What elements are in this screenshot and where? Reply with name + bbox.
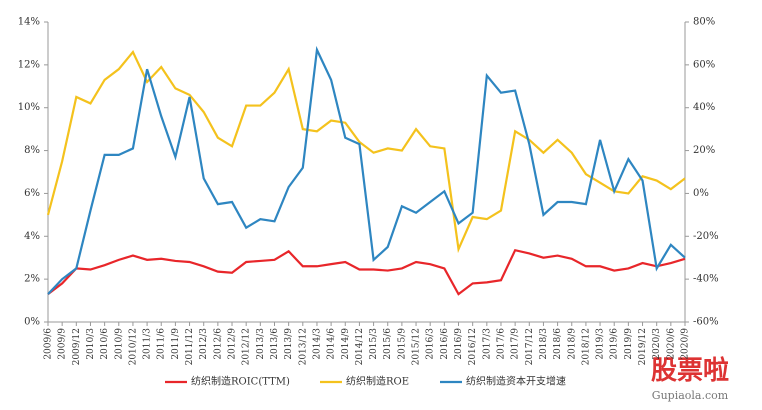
y2-tick-label: 20% xyxy=(693,145,715,156)
x-tick-label: 2019/9 xyxy=(624,328,634,360)
legend-label: 纺织制造资本开支增速 xyxy=(466,375,566,388)
x-tick-label: 2018/3 xyxy=(539,328,549,360)
y-tick-label: 0% xyxy=(24,317,40,328)
watermark: 股票啦 xyxy=(651,355,729,386)
x-tick-label: 2010/9 xyxy=(114,328,124,360)
x-tick-label: 2018/12 xyxy=(581,328,591,365)
x-tick-label: 2013/6 xyxy=(270,328,280,360)
x-tick-label: 2011/9 xyxy=(171,328,181,360)
x-tick-label: 2010/12 xyxy=(128,328,138,365)
series-line xyxy=(47,248,686,296)
x-tick-label: 2012/6 xyxy=(213,328,223,360)
x-tick-label: 2018/6 xyxy=(553,328,563,360)
y2-tick-label: -60% xyxy=(693,317,719,328)
y2-tick-label: -20% xyxy=(693,231,719,242)
x-tick-label: 2019/6 xyxy=(610,328,620,360)
x-tick-label: 2012/9 xyxy=(228,328,238,360)
y2-tick-label: 40% xyxy=(693,102,715,113)
y-tick-label: 2% xyxy=(24,274,40,285)
x-tick-label: 2017/3 xyxy=(482,328,492,360)
x-tick-label: 2016/12 xyxy=(468,328,478,365)
x-tick-label: 2014/9 xyxy=(341,328,351,360)
series-line xyxy=(46,49,686,254)
x-tick-label: 2014/12 xyxy=(355,328,365,365)
x-tick-label: 2010/6 xyxy=(100,328,110,360)
x-tick-label: 2019/3 xyxy=(596,328,606,360)
y-tick-label: 10% xyxy=(18,102,40,113)
x-tick-label: 2015/12 xyxy=(412,328,422,365)
x-tick-label: 2011/6 xyxy=(157,328,167,360)
x-tick-label: 2015/3 xyxy=(369,328,379,360)
x-tick-label: 2013/9 xyxy=(284,328,294,360)
x-tick-label: 2017/12 xyxy=(525,328,535,365)
x-tick-label: 2014/3 xyxy=(312,328,322,360)
x-tick-label: 2014/6 xyxy=(327,328,337,360)
x-tick-label: 2015/9 xyxy=(397,328,407,360)
x-tick-label: 2016/9 xyxy=(454,328,464,360)
x-tick-label: 2009/6 xyxy=(44,328,54,360)
x-tick-label: 2012/12 xyxy=(242,328,252,365)
x-tick-label: 2020/9 xyxy=(681,328,691,360)
x-tick-label: 2017/6 xyxy=(496,328,506,360)
x-tick-label: 2009/9 xyxy=(58,328,68,360)
x-tick-label: 2018/9 xyxy=(567,328,577,360)
y-tick-label: 6% xyxy=(24,188,40,199)
x-tick-label: 2010/3 xyxy=(86,328,96,360)
x-tick-label: 2012/3 xyxy=(199,328,209,360)
y-tick-label: 4% xyxy=(24,231,40,242)
y2-tick-label: 80% xyxy=(693,17,715,28)
x-tick-label: 2019/12 xyxy=(638,328,648,365)
x-tick-label: 2013/12 xyxy=(298,328,308,365)
x-tick-label: 2009/12 xyxy=(72,328,82,365)
legend-label: 纺织制造ROE xyxy=(346,375,409,388)
y-tick-label: 12% xyxy=(18,59,40,70)
x-tick-label: 2015/6 xyxy=(383,328,393,360)
x-tick-label: 2020/6 xyxy=(666,328,676,360)
x-tick-label: 2011/12 xyxy=(185,328,195,365)
x-tick-label: 2013/3 xyxy=(256,328,266,360)
x-tick-label: 2016/3 xyxy=(426,328,436,360)
y2-tick-label: 60% xyxy=(693,59,715,70)
y2-tick-label: 0% xyxy=(693,188,709,199)
y-tick-label: 14% xyxy=(18,17,40,28)
x-tick-label: 2020/3 xyxy=(652,328,662,360)
series-line xyxy=(47,45,686,295)
watermark: Gupiaola.com xyxy=(652,389,729,402)
legend-label: 纺织制造ROIC(TTM) xyxy=(191,375,290,388)
y-tick-label: 8% xyxy=(24,145,40,156)
x-tick-label: 2017/9 xyxy=(511,328,521,360)
x-tick-label: 2011/3 xyxy=(143,328,153,360)
x-tick-label: 2016/6 xyxy=(440,328,450,360)
y2-tick-label: -40% xyxy=(693,274,719,285)
